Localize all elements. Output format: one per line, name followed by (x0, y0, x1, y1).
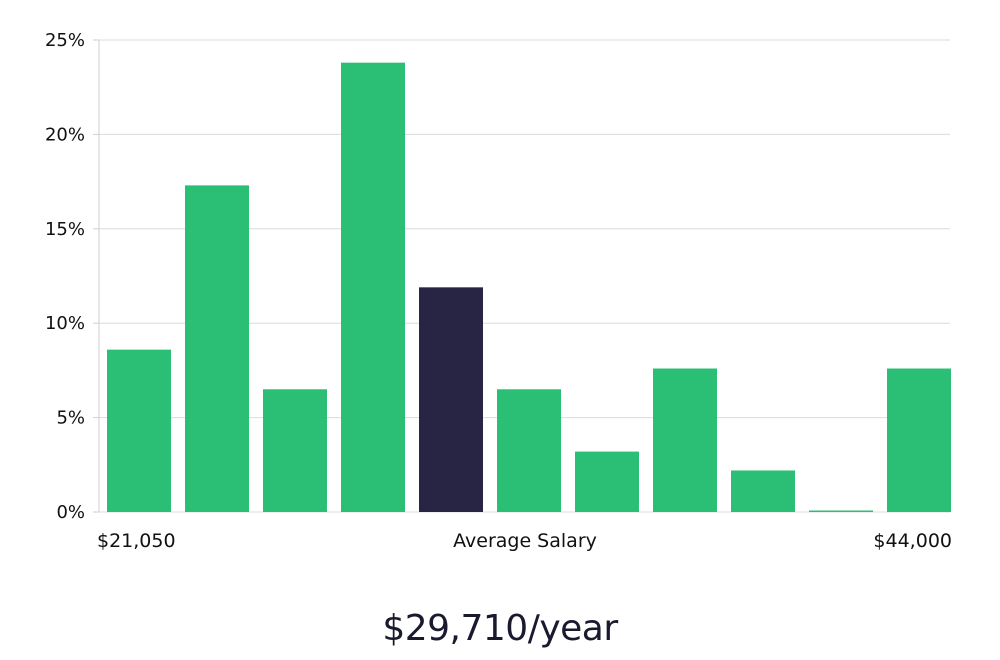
bar (887, 368, 951, 512)
bar (341, 62, 405, 512)
x-max-label: $44,000 (873, 530, 952, 552)
average-salary-value: $29,710/year (382, 608, 618, 649)
y-tick-label: 25% (45, 30, 85, 51)
y-tick-label: 5% (56, 408, 85, 429)
x-min-label: $21,050 (97, 530, 176, 552)
y-tick-label: 20% (45, 124, 85, 145)
y-tick-label: 10% (45, 313, 85, 334)
y-tick-label: 0% (56, 502, 85, 523)
y-tick-label: 15% (45, 219, 85, 240)
bar (185, 185, 249, 512)
bar (107, 349, 171, 512)
bars (107, 62, 951, 512)
bar (263, 389, 327, 512)
bar (575, 451, 639, 512)
bar (809, 510, 873, 512)
salary-histogram: 0%5%10%15%20%25% $21,050 Average Salary … (45, 30, 952, 552)
y-axis-ticks: 0% 5% 10% 15% 20% 25% (45, 30, 99, 523)
bar-average-salary (419, 287, 483, 512)
bar (497, 389, 561, 512)
x-center-label: Average Salary (453, 530, 597, 552)
bar (731, 470, 795, 512)
bar (653, 368, 717, 512)
